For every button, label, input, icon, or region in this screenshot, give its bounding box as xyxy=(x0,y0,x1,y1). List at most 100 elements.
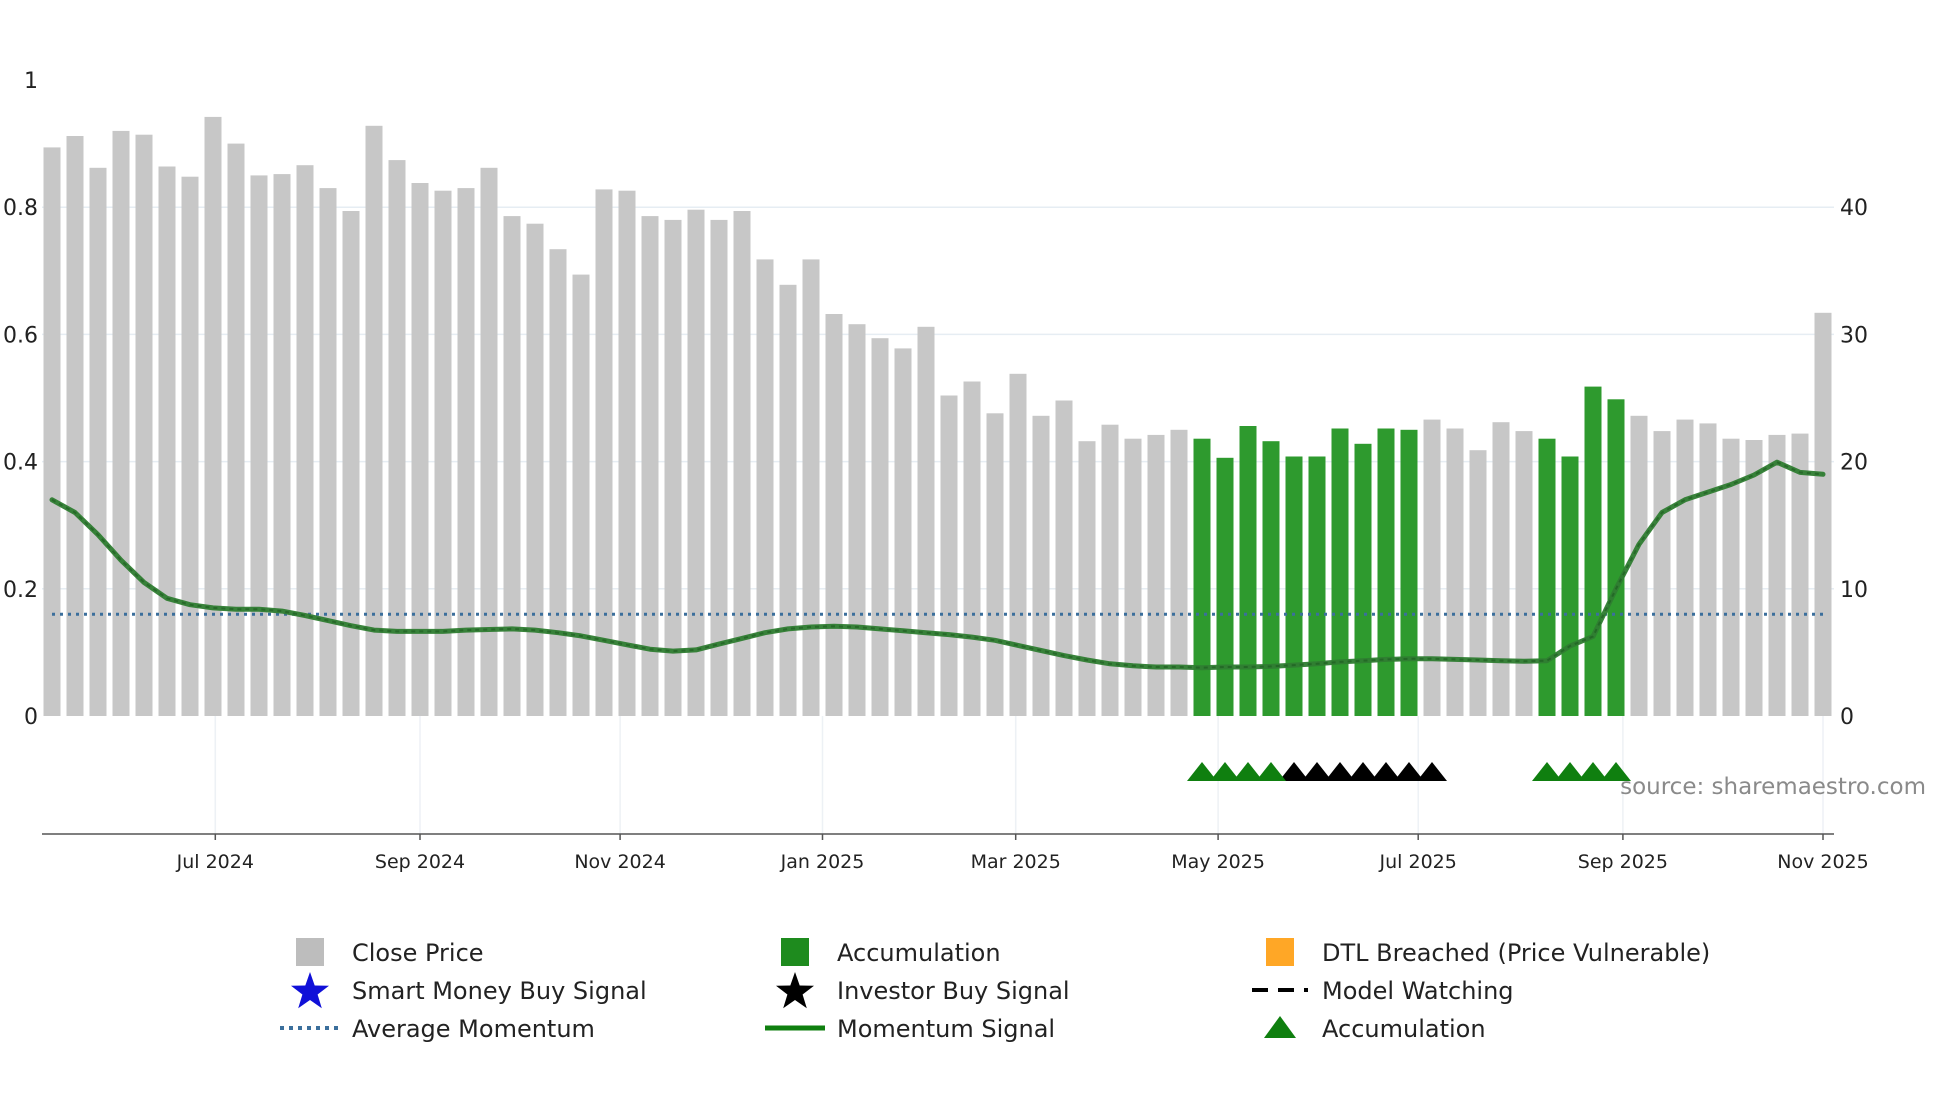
accumulation-triangle xyxy=(1210,762,1240,781)
accumulation-bar xyxy=(1239,426,1257,716)
legend-label: Accumulation xyxy=(837,939,1001,967)
close-price-bar xyxy=(733,211,751,716)
grid-lines xyxy=(42,206,1834,834)
close-price-bar xyxy=(457,188,475,717)
close-price-bar xyxy=(89,167,107,717)
close-price-bar xyxy=(1423,419,1441,716)
close-price-bar xyxy=(549,249,567,716)
close-price-bar xyxy=(1009,373,1027,716)
investor-signal-triangle xyxy=(1417,762,1447,781)
legend-label: Smart Money Buy Signal xyxy=(352,977,647,1005)
accumulation-bar xyxy=(1262,441,1280,716)
close-price-bar xyxy=(480,167,498,717)
accumulation-bar xyxy=(1607,399,1625,716)
close-price-bar xyxy=(273,174,291,717)
close-price-bar xyxy=(365,125,383,717)
close-price-bar xyxy=(1515,431,1533,716)
close-price-bar xyxy=(756,259,774,716)
close-price-bar xyxy=(963,381,981,716)
right-tick-label: 10 xyxy=(1840,578,1868,603)
close-price-bar xyxy=(388,160,406,717)
legend-item: Close Price xyxy=(296,938,484,967)
momentum-signal-line-texture xyxy=(51,461,1824,669)
right-tick-label: 30 xyxy=(1840,323,1868,348)
close-price-bar xyxy=(227,143,245,717)
legend-item: Accumulation xyxy=(1264,1015,1486,1043)
x-tick-label: Jul 2024 xyxy=(176,851,254,873)
close-price-bar xyxy=(618,190,636,716)
right-tick-label: 20 xyxy=(1840,451,1868,476)
right-tick-label: 40 xyxy=(1840,196,1868,221)
legend-label: Accumulation xyxy=(1322,1015,1486,1043)
signal-triangles xyxy=(1187,762,1631,781)
left-tick-label: 0.6 xyxy=(3,323,38,348)
accumulation-bar xyxy=(1584,386,1602,716)
right-tick-label: 0 xyxy=(1840,705,1854,730)
legend-label: Investor Buy Signal xyxy=(837,977,1070,1005)
close-price-bar xyxy=(848,324,866,716)
investor-signal-triangle xyxy=(1394,762,1424,781)
close-price-bar xyxy=(296,165,314,716)
close-price-bar xyxy=(1630,415,1648,716)
close-price-bar xyxy=(1745,440,1763,716)
close-price-bar xyxy=(1032,415,1050,716)
investor-signal-triangle xyxy=(1325,762,1355,781)
close-price-bar xyxy=(43,147,61,716)
momentum-signal-line xyxy=(49,459,1826,671)
legend-item: DTL Breached (Price Vulnerable) xyxy=(1266,938,1710,967)
accumulation-bar xyxy=(1216,457,1234,716)
close-price-bar xyxy=(1469,450,1487,716)
accumulation-bar xyxy=(1331,428,1349,716)
x-tick-label: May 2025 xyxy=(1171,851,1265,873)
close-price-bar xyxy=(825,314,843,716)
accumulation-triangle xyxy=(1256,762,1286,781)
source-label: source: sharemaestro.com xyxy=(1620,774,1926,800)
close-price-bar xyxy=(802,259,820,716)
legend-item: Model Watching xyxy=(1252,977,1514,1005)
close-price-bar xyxy=(319,188,337,717)
accumulation-bar xyxy=(1377,428,1395,716)
close-price-bar xyxy=(250,175,268,716)
close-price-bar xyxy=(1170,429,1188,716)
close-price-bar xyxy=(1791,433,1809,716)
left-tick-label: 0.4 xyxy=(3,451,38,476)
close-price-bar xyxy=(204,116,222,716)
close-price-bar xyxy=(687,209,705,716)
legend-item: Accumulation xyxy=(781,938,1001,967)
close-price-bar xyxy=(526,223,544,716)
x-tick-label: Sep 2025 xyxy=(1578,851,1668,873)
legend-label: Close Price xyxy=(352,939,484,967)
axes: Jul 2024 Sep 2024 Nov 2024 Jan 2025 Mar 2025… xyxy=(3,69,1869,873)
legend-label: Model Watching xyxy=(1322,977,1514,1005)
close-price-bar xyxy=(1722,438,1740,716)
close-price-bar xyxy=(1101,424,1119,716)
close-price-bar xyxy=(112,130,130,716)
close-price-bar xyxy=(1814,312,1832,716)
close-price-bar xyxy=(1653,431,1671,716)
legend-label: DTL Breached (Price Vulnerable) xyxy=(1322,939,1710,967)
accumulation-bar xyxy=(1538,438,1556,716)
close-price-bar xyxy=(66,136,84,716)
close-price-bar xyxy=(434,190,452,716)
investor-signal-triangle xyxy=(1279,762,1309,781)
close-price-bar xyxy=(1768,434,1786,716)
close-price-bar xyxy=(1055,400,1073,716)
investor-signal-triangle xyxy=(1302,762,1332,781)
legend-item: Investor Buy Signal xyxy=(776,972,1070,1009)
legend-item: Average Momentum xyxy=(280,1015,595,1043)
close-price-bar xyxy=(641,216,659,716)
close-price-bar xyxy=(1147,434,1165,716)
close-price-bar xyxy=(595,189,613,716)
close-price-bar xyxy=(710,219,728,716)
legend-triangle-icon xyxy=(1264,1016,1296,1038)
legend-item: Smart Money Buy Signal xyxy=(291,972,647,1009)
accumulation-bar xyxy=(1400,429,1418,716)
close-price-bar xyxy=(1078,441,1096,716)
close-price-bar xyxy=(158,166,176,716)
left-tick-label: 1 xyxy=(24,69,38,94)
left-tick-label: 0 xyxy=(24,705,38,730)
legend-label: Average Momentum xyxy=(352,1015,595,1043)
x-tick-label: Nov 2024 xyxy=(574,851,665,873)
legend-star-icon xyxy=(291,972,329,1009)
x-tick-label: Jul 2025 xyxy=(1379,851,1457,873)
